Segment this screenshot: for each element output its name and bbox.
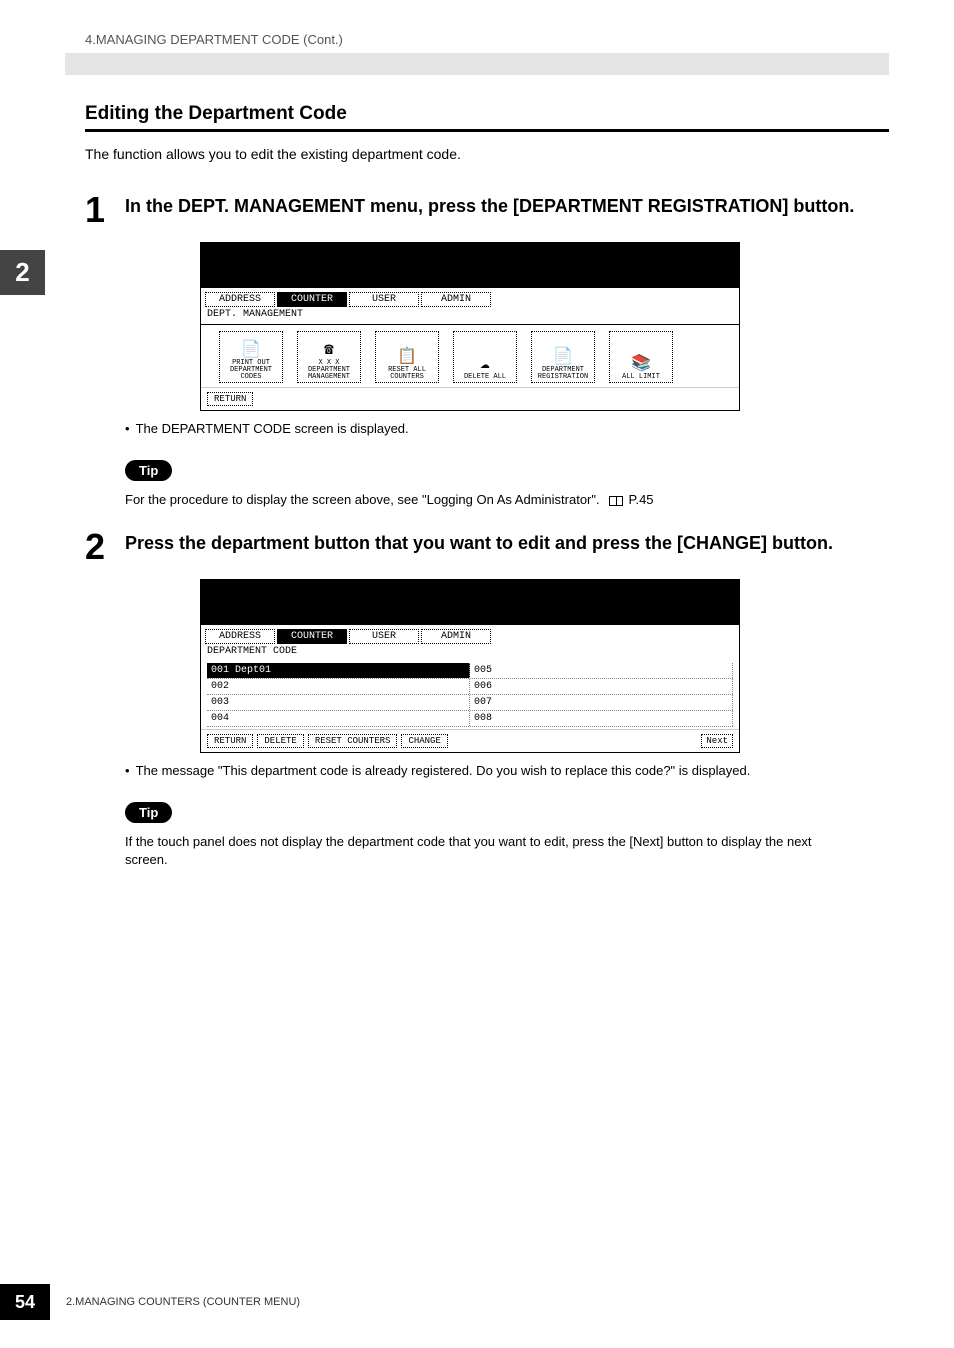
- footer-label: 2.MANAGING COUNTERS (COUNTER MENU): [66, 1296, 300, 1308]
- tab-counter[interactable]: COUNTER: [277, 292, 347, 307]
- screen-titlebar: [201, 243, 739, 288]
- step-number: 2: [85, 529, 115, 565]
- bottom-button-row: RETURN: [201, 387, 739, 410]
- step-heading: In the DEPT. MANAGEMENT menu, press the …: [125, 192, 854, 228]
- tip-text-2: If the touch panel does not display the …: [65, 833, 825, 869]
- chapter-tab: 2: [0, 250, 45, 295]
- document-icon: 📄: [553, 349, 573, 365]
- screen-titlebar: [201, 580, 739, 625]
- tip-badge: Tip: [125, 802, 172, 823]
- dept-code-screenshot: ADDRESS COUNTER USER ADMIN DEPARTMENT CO…: [200, 579, 740, 753]
- dept-list: 001 Dept01 005 002 006 003 007 004 008: [201, 661, 739, 729]
- page-footer: 54 2.MANAGING COUNTERS (COUNTER MENU): [0, 1284, 300, 1320]
- step-heading: Press the department button that you wan…: [125, 529, 833, 565]
- tip-text-1: For the procedure to display the screen …: [65, 491, 825, 509]
- step-1: 1 In the DEPT. MANAGEMENT menu, press th…: [65, 192, 889, 228]
- phone-icon: ☎: [324, 342, 334, 358]
- section-rule: [85, 129, 889, 132]
- tab-bar: ADDRESS COUNTER USER ADMIN: [201, 288, 739, 307]
- tab-address[interactable]: ADDRESS: [205, 629, 275, 644]
- tip-badge: Tip: [125, 460, 172, 481]
- next-button[interactable]: Next: [701, 734, 733, 748]
- change-button[interactable]: CHANGE: [401, 734, 447, 748]
- icon-row: 📄PRINT OUT DEPARTMENT CODES ☎X X XDEPART…: [201, 324, 739, 387]
- dept-registration-button[interactable]: 📄DEPARTMENT REGISTRATION: [531, 331, 595, 383]
- return-button[interactable]: RETURN: [207, 734, 253, 748]
- table-row[interactable]: 001 Dept01 005: [207, 663, 733, 679]
- top-bar: 4.MANAGING DEPARTMENT CODE (Cont.): [65, 30, 889, 75]
- step1-bullet: • The DEPARTMENT CODE screen is displaye…: [65, 421, 889, 436]
- step-2: 2 Press the department button that you w…: [65, 529, 889, 565]
- breadcrumb: 4.MANAGING DEPARTMENT CODE (Cont.): [65, 30, 343, 47]
- return-button[interactable]: RETURN: [207, 392, 253, 406]
- dept-management-screenshot: ADDRESS COUNTER USER ADMIN DEPT. MANAGEM…: [200, 242, 740, 411]
- tab-user[interactable]: USER: [349, 629, 419, 644]
- tab-admin[interactable]: ADMIN: [421, 292, 491, 307]
- tab-bar: ADDRESS COUNTER USER ADMIN: [201, 625, 739, 644]
- screen-subtitle: DEPT. MANAGEMENT: [201, 307, 739, 324]
- table-row[interactable]: 003 007: [207, 695, 733, 711]
- tab-counter[interactable]: COUNTER: [277, 629, 347, 644]
- delete-all-button[interactable]: ☁DELETE ALL: [453, 331, 517, 383]
- section-title: Editing the Department Code: [65, 103, 889, 125]
- document-icon: 📄: [241, 342, 261, 358]
- reset-counters-button[interactable]: 📋RESET ALL COUNTERS: [375, 331, 439, 383]
- books-icon: 📚: [631, 356, 651, 372]
- delete-button[interactable]: DELETE: [257, 734, 303, 748]
- tab-user[interactable]: USER: [349, 292, 419, 307]
- section-desc: The function allows you to edit the exis…: [65, 146, 889, 162]
- table-row[interactable]: 002 006: [207, 679, 733, 695]
- reset-counters-button[interactable]: RESET COUNTERS: [308, 734, 398, 748]
- page-number: 54: [0, 1284, 50, 1320]
- print-out-codes-button[interactable]: 📄PRINT OUT DEPARTMENT CODES: [219, 331, 283, 383]
- screen-subtitle: DEPARTMENT CODE: [201, 644, 739, 661]
- step2-bullet: • The message "This department code is a…: [65, 763, 889, 778]
- all-limit-button[interactable]: 📚ALL LIMIT: [609, 331, 673, 383]
- book-icon: [609, 496, 623, 506]
- clipboard-icon: 📋: [397, 349, 417, 365]
- tab-admin[interactable]: ADMIN: [421, 629, 491, 644]
- table-row[interactable]: 004 008: [207, 711, 733, 727]
- tab-address[interactable]: ADDRESS: [205, 292, 275, 307]
- bottom-button-row: RETURN DELETE RESET COUNTERS CHANGE Next: [201, 729, 739, 752]
- cloud-icon: ☁: [480, 356, 490, 372]
- dept-management-button[interactable]: ☎X X XDEPARTMENT MANAGEMENT: [297, 331, 361, 383]
- step-number: 1: [85, 192, 115, 228]
